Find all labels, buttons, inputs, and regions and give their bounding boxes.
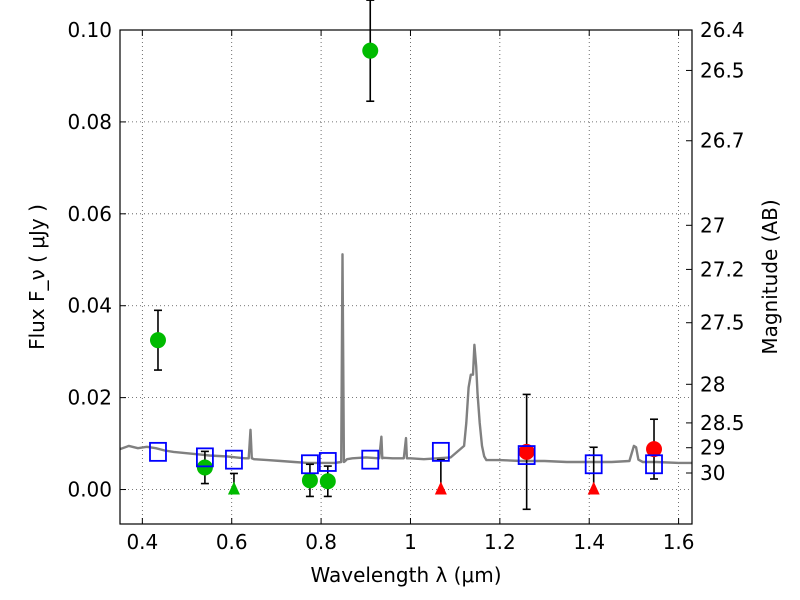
- y-tick-label: 0.02: [67, 386, 112, 410]
- axes: 0.4 0.6 0.8 1 1.2 1.4 1.6 0.00 0.02 0.04 0.06 0.08 0…: [67, 18, 744, 554]
- plot-frame: [119, 29, 693, 525]
- model-photometry-point: [584, 454, 603, 475]
- data-point: [646, 441, 663, 458]
- model-photometry-point: [149, 441, 167, 462]
- x-axis-label: Wavelength λ (μm): [310, 563, 501, 587]
- data-point: [362, 42, 379, 59]
- x-tick-label: 1: [404, 530, 417, 554]
- model-photometry-point: [645, 454, 663, 475]
- data-point: [149, 332, 166, 349]
- model-photometry-point: [196, 447, 214, 468]
- x-tick-label: 1.4: [573, 530, 605, 554]
- x-tick-label: 0.6: [216, 530, 248, 554]
- model-photometry-point: [318, 452, 337, 472]
- y2-axis-label: Magnitude (AB): [758, 199, 782, 354]
- model-photometry-point: [301, 454, 319, 475]
- y-tick-label: 0.04: [67, 294, 112, 318]
- x-tick-label: 0.4: [126, 530, 158, 554]
- y-tick-label: 0.10: [67, 18, 112, 42]
- y2-tick-label: 26.4: [700, 18, 745, 42]
- y2-tick-label: 27.5: [700, 311, 745, 335]
- data-point: [196, 459, 213, 476]
- y2-tick-label: 28: [700, 372, 725, 396]
- model-photometry-point: [225, 449, 243, 470]
- upper-limit-marker: [227, 481, 240, 495]
- y-tick-label: 0.08: [67, 110, 112, 134]
- data-point: [319, 473, 336, 490]
- model-photometry-point: [517, 445, 536, 465]
- x-tick-label: 1.6: [663, 530, 695, 554]
- upper-limit-marker: [587, 481, 600, 495]
- upper-limit-marker: [434, 481, 447, 495]
- data-point: [301, 472, 318, 489]
- data-markers-layer: [149, 0, 663, 511]
- y2-tick-label: 27.2: [700, 257, 745, 281]
- y2-tick-label: 28.5: [700, 411, 745, 435]
- y2-tick-label: 30: [700, 461, 725, 485]
- y2-tick-label: 27: [700, 213, 725, 237]
- x-tick-label: 1.2: [484, 530, 516, 554]
- y-tick-label: 0.06: [67, 202, 112, 226]
- y2-tick-label: 29: [700, 436, 725, 460]
- y2-tick-label: 26.5: [700, 58, 745, 82]
- model-photometry-point: [431, 441, 450, 462]
- x-tick-label: 0.8: [305, 530, 337, 554]
- model-photometry-point: [361, 449, 380, 470]
- y-tick-label: 0.00: [67, 478, 112, 502]
- y2-tick-label: 26.7: [700, 129, 745, 153]
- y-axis-label: Flux F_ν ( μJy ): [25, 204, 49, 350]
